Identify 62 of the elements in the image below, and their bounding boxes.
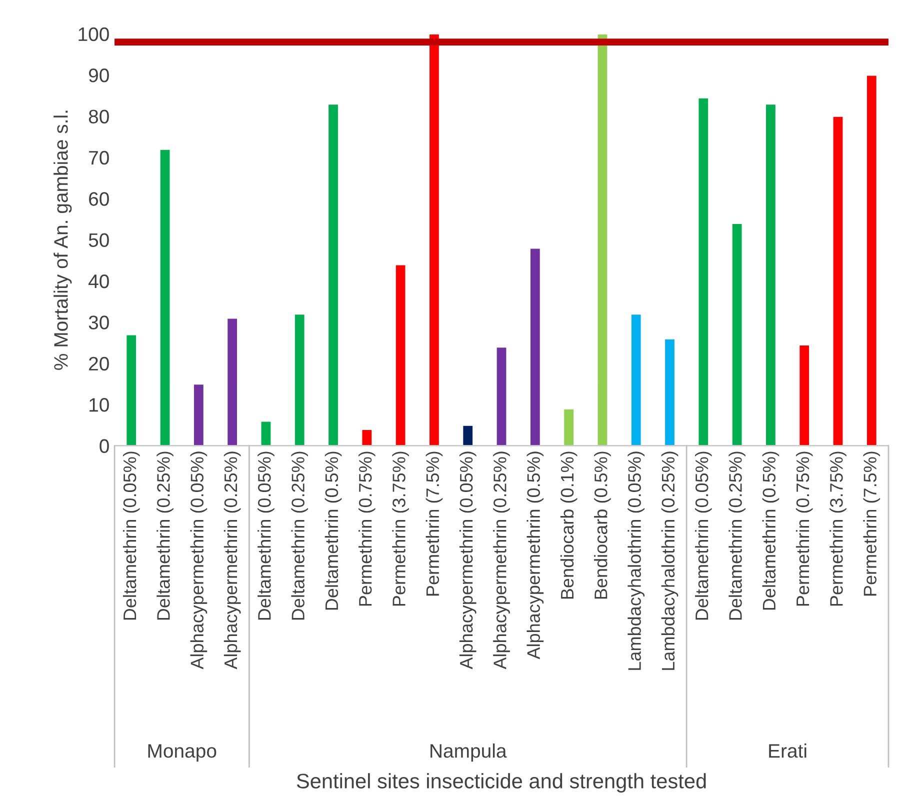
- x-tick-label: Deltamethrin (0.25%): [728, 452, 746, 620]
- x-tick-label: Alphacypermethrin (0.25%): [493, 452, 510, 670]
- x-tick-label: Deltamethrin (0.05%): [694, 452, 712, 620]
- x-tick-label: Deltamethrin (0.5%): [324, 452, 342, 610]
- bar: [226, 317, 238, 446]
- x-tick-label: Permethrin (3.75%): [830, 452, 846, 606]
- bar: [562, 408, 575, 446]
- x-tick-label: Permethrin (7.5%): [863, 452, 880, 596]
- x-tick-label: Alphacypermethrin (0.05%): [459, 452, 476, 670]
- y-tick-label: 10: [90, 398, 109, 412]
- y-tick-label: 90: [88, 68, 109, 82]
- x-tick-label: Lambdacyhalothrin (0.05%): [628, 452, 645, 670]
- y-tick-label: 40: [88, 274, 109, 288]
- bar: [630, 313, 642, 446]
- bar: [327, 103, 340, 446]
- bar: [394, 264, 407, 446]
- x-tick-label: Deltamethrin (0.25%): [291, 452, 308, 620]
- x-tick-label: Alphacypermethrin (0.05%): [190, 452, 208, 670]
- bar: [596, 34, 609, 446]
- x-tick-label: Permethrin (0.75%): [796, 452, 813, 606]
- x-tick-label: Deltamethrin (0.25%): [156, 452, 174, 620]
- x-tick-label: Permethrin (3.75%): [392, 452, 409, 606]
- bar: [462, 424, 474, 446]
- x-tick-label: Deltamethrin (0.05%): [122, 452, 140, 620]
- x-axis-title: Sentinel sites insecticide and strength tested: [296, 773, 706, 793]
- y-tick-label: 0: [100, 439, 109, 453]
- text: Erati: [769, 743, 806, 758]
- text: Monapo: [148, 744, 216, 762]
- bar: [294, 313, 306, 446]
- bar: [125, 334, 138, 446]
- x-tick-label: Bendiocarb (0.5%): [594, 452, 611, 599]
- x-tick-label: Lambdacyhalothrin (0.25%): [661, 452, 678, 670]
- bar: [158, 148, 172, 446]
- bar: [697, 96, 710, 446]
- x-tick-label: Permethrin (0.75%): [358, 452, 376, 606]
- bar: [664, 338, 676, 446]
- x-tick-label: Bendiocarb (0.1%): [560, 452, 578, 599]
- bar: [260, 420, 272, 446]
- x-tick-label: Deltamethrin (0.05%): [258, 452, 274, 620]
- y-tick-label: 100: [78, 27, 109, 42]
- y-axis-title: % Mortality of An. gambiae s.l.: [54, 110, 72, 370]
- bar: [764, 103, 777, 446]
- x-tick-label: Permethrin (7.5%): [426, 452, 443, 596]
- x-tick-label: Alphacypermethrin (0.25%): [224, 452, 241, 670]
- bar: [495, 346, 508, 446]
- bar: [798, 344, 810, 446]
- bar: [428, 34, 440, 446]
- bar: [529, 247, 542, 446]
- y-tick-label: 30: [88, 316, 109, 330]
- bar: [192, 383, 205, 446]
- text: Nampula: [430, 743, 507, 762]
- bar: [360, 428, 373, 446]
- y-tick-label: 50: [88, 233, 109, 248]
- y-tick-label: 20: [89, 356, 109, 371]
- x-tick-label: Alphacypermethrin (0.5%): [526, 452, 544, 660]
- y-tick-label: 80: [88, 110, 109, 124]
- bar: [866, 74, 878, 446]
- x-tick-label: Deltamethrin (0.5%): [762, 452, 780, 610]
- bar: [730, 222, 744, 446]
- bar: [832, 116, 844, 446]
- y-tick-label: 60: [89, 192, 109, 206]
- y-tick-label: 70: [89, 150, 109, 165]
